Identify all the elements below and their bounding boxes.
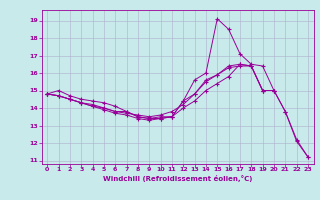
X-axis label: Windchill (Refroidissement éolien,°C): Windchill (Refroidissement éolien,°C): [103, 175, 252, 182]
